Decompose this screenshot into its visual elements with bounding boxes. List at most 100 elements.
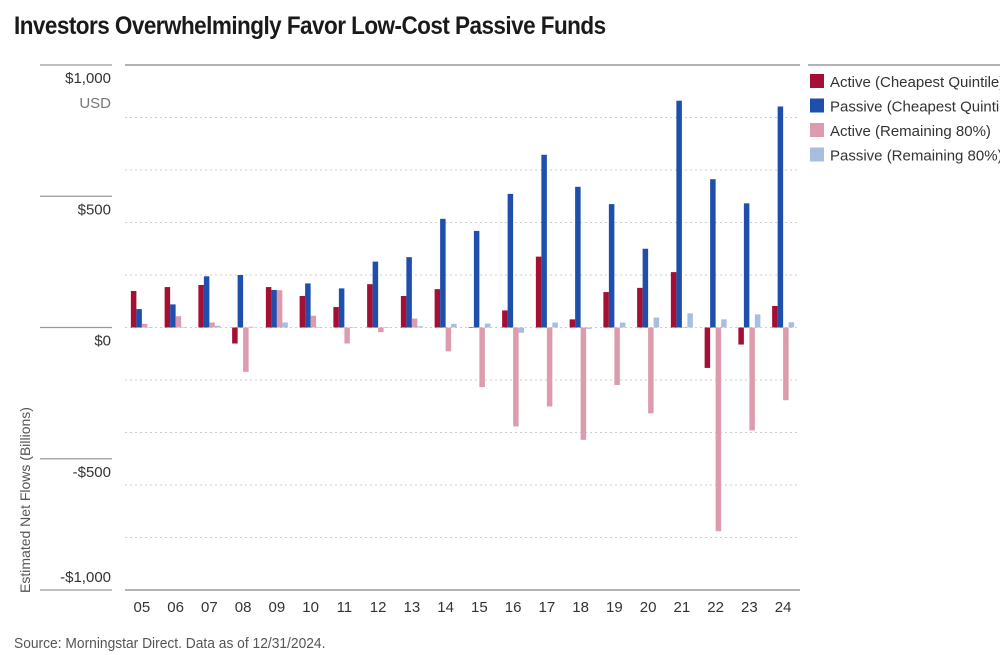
bar-active-cheapest-quintile--23 (738, 327, 744, 345)
bar-active-remaining-80--16 (513, 327, 519, 427)
x-tick-label: 17 (539, 599, 556, 616)
legend-label: Active (Remaining 80%) (830, 123, 991, 140)
bar-active-cheapest-quintile--17 (535, 256, 542, 328)
legend-label: Passive (Remaining 80%) (830, 148, 1000, 165)
bar-passive-cheapest-quintile--10 (305, 283, 311, 328)
y-axis-label: Estimated Net Flows (Billions) (17, 407, 33, 593)
bar-active-remaining-80--17 (546, 327, 553, 407)
bar-active-remaining-80--12 (378, 327, 384, 333)
bar-passive-remaining-80--22 (721, 319, 727, 328)
bar-active-cheapest-quintile--24 (772, 305, 778, 328)
bar-active-cheapest-quintile--09 (265, 287, 272, 328)
bar-passive-cheapest-quintile--19 (608, 204, 615, 328)
x-tick-label: 11 (337, 599, 353, 616)
bar-passive-remaining-80--07 (214, 325, 221, 328)
bar-passive-cheapest-quintile--09 (271, 289, 277, 328)
bar-active-remaining-80--05 (141, 323, 148, 328)
bar-passive-cheapest-quintile--11 (338, 288, 345, 328)
legend-label: Active (Cheapest Quintile) (830, 74, 1000, 91)
y-tick-label: $0 (94, 333, 111, 350)
bar-active-cheapest-quintile--21 (670, 272, 677, 328)
bar-passive-cheapest-quintile--17 (541, 154, 547, 328)
x-tick-label: 05 (134, 599, 151, 616)
x-tick-label: 06 (167, 599, 184, 616)
bar-passive-remaining-80--18 (586, 327, 592, 329)
bar-passive-remaining-80--13 (417, 326, 423, 328)
bar-passive-cheapest-quintile--20 (642, 248, 649, 328)
x-tick-label: 15 (471, 599, 488, 616)
bar-active-cheapest-quintile--19 (603, 292, 609, 328)
bar-active-cheapest-quintile--12 (367, 284, 373, 328)
x-tick-label: 13 (404, 599, 421, 616)
bar-passive-cheapest-quintile--07 (203, 276, 210, 328)
bar-passive-remaining-80--12 (383, 327, 390, 328)
bar-active-cheapest-quintile--18 (569, 319, 576, 328)
bar-active-remaining-80--11 (344, 327, 350, 344)
bar-active-remaining-80--23 (749, 327, 755, 431)
bar-active-remaining-80--09 (276, 290, 283, 328)
bar-active-cheapest-quintile--05 (130, 291, 137, 328)
bar-passive-remaining-80--14 (451, 323, 457, 328)
bar-active-remaining-80--24 (783, 327, 789, 401)
bar-passive-remaining-80--23 (754, 314, 761, 328)
bar-passive-remaining-80--08 (248, 326, 255, 328)
bar-active-cheapest-quintile--11 (333, 307, 339, 328)
bar-active-cheapest-quintile--08 (232, 327, 238, 344)
legend-swatch (810, 98, 824, 113)
legend-swatch (810, 123, 824, 137)
x-tick-label: 23 (741, 599, 758, 616)
x-tick-label: 16 (505, 599, 522, 616)
bar-passive-cheapest-quintile--15 (473, 230, 480, 328)
bar-active-cheapest-quintile--16 (502, 310, 508, 328)
bar-passive-remaining-80--19 (619, 322, 626, 328)
bar-passive-cheapest-quintile--21 (676, 100, 682, 328)
bar-active-cheapest-quintile--10 (299, 296, 306, 328)
x-tick-label: 18 (572, 599, 589, 616)
x-tick-label: 09 (269, 599, 286, 616)
bar-passive-remaining-80--17 (552, 322, 558, 328)
bar-passive-remaining-80--20 (653, 317, 660, 328)
bar-passive-remaining-80--24 (788, 322, 795, 328)
bar-passive-remaining-80--05 (147, 326, 153, 328)
bar-passive-cheapest-quintile--06 (170, 304, 176, 328)
bar-passive-cheapest-quintile--14 (440, 218, 446, 328)
bar-passive-cheapest-quintile--22 (710, 179, 716, 328)
bar-active-cheapest-quintile--06 (164, 287, 171, 328)
bar-passive-cheapest-quintile--05 (136, 309, 142, 328)
bar-active-remaining-80--10 (310, 315, 317, 328)
bar-passive-remaining-80--10 (316, 326, 322, 328)
bar-active-remaining-80--21 (681, 327, 688, 328)
bar-passive-cheapest-quintile--23 (743, 203, 750, 328)
legend-swatch (810, 147, 824, 162)
bar-active-remaining-80--13 (411, 318, 418, 328)
x-tick-label: 12 (370, 599, 387, 616)
bar-active-cheapest-quintile--13 (400, 296, 407, 328)
x-tick-label: 14 (437, 599, 454, 616)
bar-active-cheapest-quintile--22 (704, 327, 711, 368)
y-tick-label: -$1,000 (60, 569, 111, 586)
bar-active-remaining-80--15 (479, 327, 485, 388)
chart-title: Investors Overwhelmingly Favor Low-Cost … (14, 12, 606, 40)
bar-passive-cheapest-quintile--18 (575, 186, 581, 328)
bar-passive-remaining-80--09 (282, 322, 288, 328)
x-tick-label: 08 (235, 599, 252, 616)
bar-active-remaining-80--08 (243, 327, 249, 372)
bar-passive-remaining-80--21 (687, 313, 693, 328)
bar-passive-cheapest-quintile--13 (406, 257, 412, 328)
x-tick-label: 24 (775, 599, 792, 616)
bar-active-remaining-80--19 (614, 327, 620, 385)
y-tick-label: $500 (78, 201, 111, 218)
bar-active-remaining-80--20 (648, 327, 654, 414)
bar-passive-cheapest-quintile--08 (237, 275, 244, 328)
bar-passive-cheapest-quintile--24 (777, 106, 784, 328)
bar-passive-remaining-80--16 (518, 327, 525, 333)
bar-passive-remaining-80--11 (349, 326, 356, 328)
legend-swatch (810, 74, 824, 88)
bar-active-cheapest-quintile--20 (637, 287, 643, 328)
x-tick-label: 22 (707, 599, 724, 616)
bar-active-cheapest-quintile--15 (468, 327, 474, 328)
x-tick-label: 21 (674, 599, 691, 616)
bar-active-cheapest-quintile--14 (434, 289, 441, 328)
bar-passive-remaining-80--15 (484, 323, 491, 328)
